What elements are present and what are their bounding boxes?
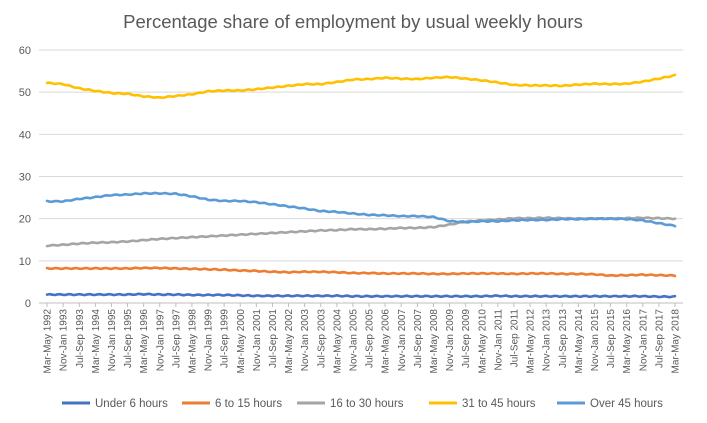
legend-item: 16 to 30 hours (297, 398, 404, 410)
x-tick-label: Mar-May 2010 (477, 309, 488, 374)
x-tick-label: Nov-Jan 1993 (59, 309, 70, 372)
chart-title: Percentage share of employment by usual … (123, 11, 583, 32)
x-tick-label: Mar-May 1998 (187, 309, 198, 374)
x-tick-label: Jul-Sep 1999 (220, 309, 231, 368)
x-tick-label: Nov-Jan 2001 (252, 309, 263, 372)
series-line-3 (45, 216, 677, 248)
x-tick-label: Nov-Jan 2009 (445, 309, 456, 372)
x-tick-label: Jul-Sep 1997 (171, 309, 182, 368)
x-tick-label: Nov-Jan 2017 (638, 309, 649, 372)
x-tick-label: Nov-Jan 2011 (493, 309, 504, 371)
x-tick-label: Mar-May 1994 (91, 309, 102, 374)
series-lines (45, 73, 677, 299)
x-tick-label: Nov-Jan 1999 (204, 309, 215, 372)
x-tick-label: Mar-May 2018 (670, 309, 681, 374)
x-tick-label: Jul-Sep 2005 (365, 309, 376, 368)
y-tick-label: 20 (19, 214, 31, 226)
x-tick-label: Jul-Sep 2013 (558, 309, 569, 368)
legend-item: 6 to 15 hours (182, 398, 282, 410)
legend-label: 16 to 30 hours (330, 398, 404, 410)
legend-label: Under 6 hours (95, 398, 168, 410)
x-tick-label: Jul-Sep 2017 (654, 309, 665, 368)
x-tick-label: Jul-Sep 1995 (123, 309, 134, 368)
y-tick-label: 50 (19, 87, 31, 99)
x-tick-label: Nov-Jan 2003 (300, 309, 311, 372)
x-tick-label: Mar-May 1992 (43, 309, 54, 374)
legend-item: Under 6 hours (62, 398, 168, 410)
legend-label: Over 45 hours (590, 398, 663, 410)
y-tick-label: 10 (19, 256, 31, 268)
x-tick-label: Mar-May 2012 (526, 309, 537, 374)
y-tick-label: 30 (19, 172, 31, 184)
y-tick-label: 0 (25, 298, 31, 310)
x-tick-label: Nov-Jan 1995 (107, 309, 118, 372)
x-tick-label: Nov-Jan 1997 (155, 309, 166, 372)
y-tick-label: 60 (19, 45, 31, 57)
x-tick-label: Mar-May 2016 (622, 309, 633, 374)
x-tick-label: Mar-May 2006 (381, 309, 392, 374)
series-line-5 (45, 191, 677, 228)
series-line-4 (45, 73, 677, 100)
x-tick-label: Jul-Sep 2015 (606, 309, 617, 368)
legend-item: Over 45 hours (557, 398, 663, 410)
x-tick-label: Nov-Jan 2013 (542, 309, 553, 372)
x-tick-label: Jul-Sep 2003 (316, 309, 327, 368)
legend-label: 31 to 45 hours (462, 398, 536, 410)
x-tick-label: Nov-Jan 2005 (348, 309, 359, 372)
x-tick-label: Mar-May 2008 (429, 309, 440, 374)
x-tick-label: Mar-May 2000 (236, 309, 247, 374)
legend: Under 6 hours 6 to 15 hours 16 to 30 hours… (62, 398, 663, 410)
x-tick-label: Jul-Sep 2011 (509, 309, 520, 368)
y-tick-label: 40 (19, 129, 31, 141)
x-tick-label: Mar-May 2014 (574, 309, 585, 374)
x-axis-tick-labels: Mar-May 1992 Nov-Jan 1993 Jul-Sep 1993 Mar-… (43, 303, 681, 374)
x-tick-label: Jul-Sep 2009 (461, 309, 472, 368)
x-tick-label: Nov-Jan 2007 (397, 309, 408, 372)
gridlines (39, 49, 683, 304)
legend-label: 6 to 15 hours (215, 398, 282, 410)
series-line-1 (45, 292, 677, 299)
x-tick-label: Jul-Sep 2007 (413, 309, 424, 368)
x-tick-label: Jul-Sep 2001 (268, 309, 279, 368)
legend-item: 31 to 45 hours (429, 398, 536, 410)
x-tick-label: Jul-Sep 1993 (75, 309, 86, 368)
x-tick-label: Mar-May 1996 (139, 309, 150, 374)
x-tick-label: Mar-May 2002 (284, 309, 295, 374)
y-axis-tick-labels: 0 10 20 30 40 50 60 (19, 45, 31, 310)
x-tick-label: Mar-May 2004 (332, 309, 343, 374)
series-line-2 (45, 266, 677, 278)
x-tick-label: Nov-Jan 2015 (590, 309, 601, 372)
